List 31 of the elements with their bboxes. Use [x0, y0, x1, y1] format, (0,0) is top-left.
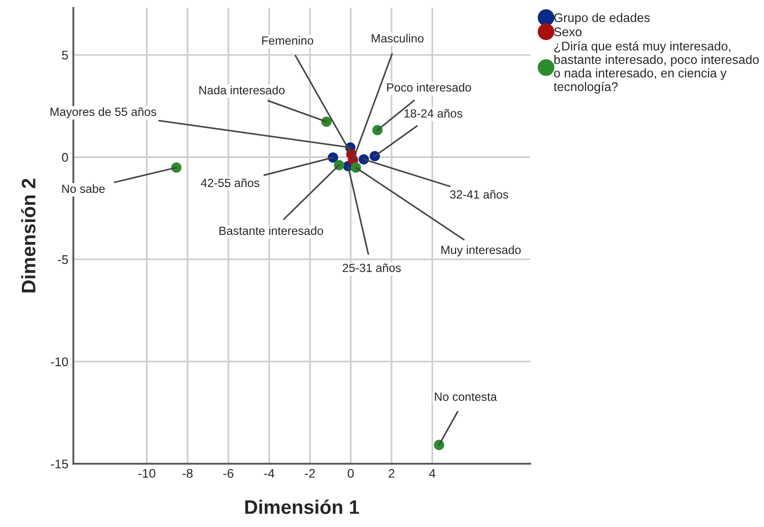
- legend-label: Sexo: [554, 27, 582, 36]
- x-tick-label: -10: [138, 468, 156, 478]
- annotation: No contesta: [434, 392, 497, 401]
- annotation: No sabe: [62, 184, 105, 193]
- x-tick-label: -4: [264, 469, 274, 478]
- annotation: Bastante interesado: [220, 226, 324, 235]
- x-tick-label: -2: [304, 468, 315, 478]
- y-tick-label: -15: [50, 460, 68, 468]
- x-tick-label: 0: [348, 468, 354, 478]
- annotation: Femenino: [262, 36, 314, 45]
- annotation: 18-24 años: [404, 109, 462, 118]
- y-tick-label: -10: [50, 357, 68, 366]
- annotation: Mayores de 55 años: [50, 107, 156, 118]
- x-tick-label: 4: [429, 469, 436, 478]
- y-tick-label: -5: [58, 255, 68, 264]
- x-tick-label: 2: [388, 468, 394, 478]
- y-tick-label: 0: [62, 152, 68, 162]
- annotation: Masculino: [372, 34, 424, 43]
- x-tick-label: -8: [182, 468, 193, 478]
- annotation: Nada interesado: [199, 86, 285, 94]
- annotation: 32-41 años: [450, 190, 508, 199]
- legend-label: ¿Diría que está muy interesado, bastante interesado, poco interesado o nada interesado, en ciencia y tecnología?: [554, 41, 759, 94]
- annotation: 42-55 años: [200, 178, 260, 188]
- annotation: Muy interesado: [441, 245, 521, 256]
- y-tick-label: 5: [62, 50, 68, 60]
- y-axis-title: Dimensión 2: [21, 178, 36, 292]
- annotation: Poco interesado: [387, 82, 472, 92]
- annotation: 25-31 años: [342, 263, 401, 272]
- legend-label: Grupo de edades: [554, 12, 650, 25]
- x-axis-title: Dimensión 1: [245, 500, 360, 514]
- x-tick-label: -6: [223, 468, 234, 478]
